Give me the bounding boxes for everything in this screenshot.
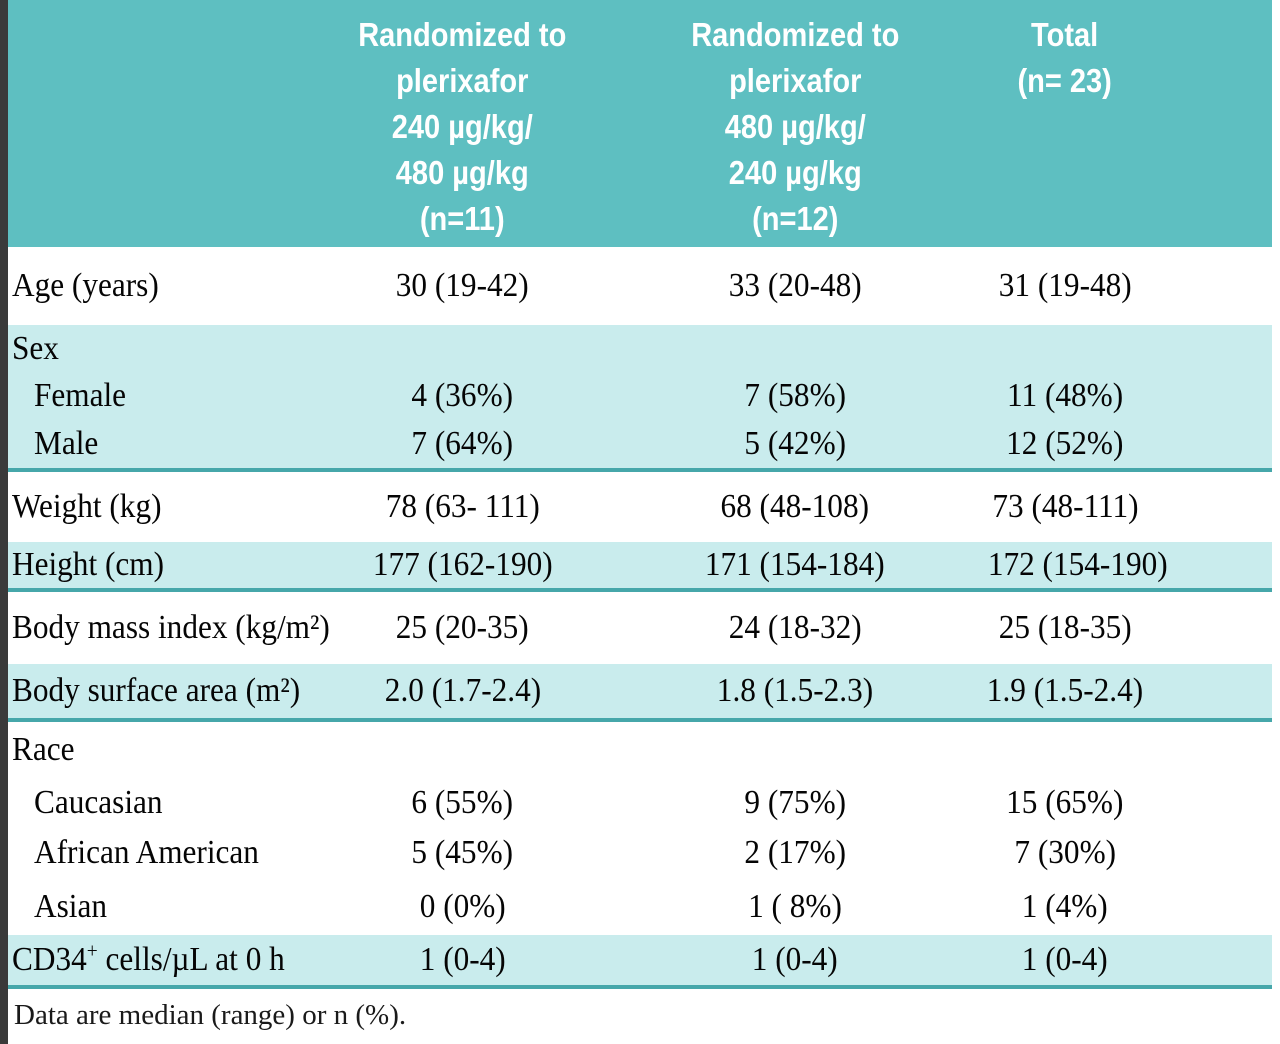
cell-value: 0 (0%)	[419, 887, 506, 925]
cell-value: 7 (58%)	[744, 377, 846, 414]
row-asian-label: Asian	[34, 887, 107, 925]
race-section: Race Caucasian 6 (55%) 9 (75%) 15 (65%) …	[8, 722, 1272, 935]
row-age: Age (years) 30 (19-42) 33 (20-48) 31 (19…	[8, 247, 1272, 325]
bsa-section: Body surface area (m²) 2.0 (1.7-2.4) 1.8…	[8, 664, 1272, 722]
cell-value: 172 (154-190)	[987, 546, 1168, 583]
cell-value: 7 (64%)	[411, 425, 514, 462]
cell-value: 2 (17%)	[744, 834, 846, 871]
row-bsa: Body surface area (m²) 2.0 (1.7-2.4) 1.8…	[8, 664, 1272, 718]
row-label: Race	[8, 731, 315, 769]
cell-value: 15 (65%)	[1006, 784, 1124, 821]
row-bmi: Body mass index (kg/m²) 25 (20-35) 24 (1…	[8, 592, 1272, 664]
cell-value: 4 (36%)	[411, 377, 514, 414]
row-label: Height (cm)	[8, 546, 315, 584]
header-col-arm2: Randomized to plerixafor 480 µg/kg/ 240 …	[610, 12, 980, 242]
row-race-label: Race	[12, 731, 75, 768]
row-female-label: Female	[34, 377, 127, 414]
row-label: Caucasian	[8, 784, 315, 822]
cell-value: 78 (63- 111)	[385, 488, 540, 525]
cell-value: 1.8 (1.5-2.3)	[716, 672, 874, 709]
cell-value: 25 (18-35)	[998, 609, 1132, 646]
row-label: Sex	[8, 330, 315, 368]
cell-value: 12 (52%)	[1006, 425, 1124, 462]
row-caucasian-label: Caucasian	[34, 784, 163, 821]
cell-value: 1 (4%)	[1022, 887, 1108, 925]
cell-value: 33 (20-48)	[728, 267, 862, 304]
row-asian: Asian 0 (0%) 1 ( 8%) 1 (4%)	[8, 878, 1272, 935]
row-age-label: Age (years)	[12, 267, 159, 304]
header-col-total-label: Total (n= 23)	[1017, 16, 1113, 99]
table-footnote: Data are median (range) or n (%).	[14, 999, 407, 1031]
cell-value: 73 (48-111)	[991, 488, 1139, 525]
row-label: Female	[8, 377, 315, 415]
row-male-label: Male	[34, 425, 99, 462]
cell-value: 6 (55%)	[411, 784, 514, 821]
cell-value: 11 (48%)	[1006, 377, 1124, 414]
row-weight-label: Weight (kg)	[12, 488, 162, 525]
header-col-total: Total (n= 23)	[980, 12, 1150, 104]
row-label: Age (years)	[8, 267, 315, 305]
cell-value: 25 (20-35)	[396, 609, 529, 646]
row-label: Weight (kg)	[8, 488, 315, 526]
row-bsa-label: Body surface area (m²)	[12, 672, 301, 709]
row-male: Male 7 (64%) 5 (42%) 12 (52%)	[8, 420, 1272, 468]
cell-value: 24 (18-32)	[728, 609, 862, 646]
row-label: CD34+ cells/µL at 0 h	[8, 938, 315, 979]
cell-value: 1 (0-4)	[1022, 941, 1108, 978]
cell-value: 171 (154-184)	[705, 546, 885, 583]
row-height-label: Height (cm)	[12, 546, 165, 583]
row-height: Height (cm) 177 (162-190) 171 (154-184) …	[8, 542, 1272, 588]
cell-value: 1.9 (1.5-2.4)	[986, 672, 1144, 709]
row-female: Female 4 (36%) 7 (58%) 11 (48%)	[8, 372, 1272, 420]
cell-value: 1 (0-4)	[752, 941, 838, 978]
height-section: Height (cm) 177 (162-190) 171 (154-184) …	[8, 542, 1272, 592]
cell-value: 177 (162-190)	[372, 546, 553, 583]
cell-value: 1 ( 8%)	[748, 887, 842, 925]
row-sex: Sex	[8, 325, 1272, 372]
header-col-arm1-label: Randomized to plerixafor 240 µg/kg/ 480 …	[358, 16, 567, 237]
header-col-arm1: Randomized to plerixafor 240 µg/kg/ 480 …	[315, 12, 610, 242]
row-bmi-label: Body mass index (kg/m²)	[12, 609, 330, 646]
cell-value: 31 (19-48)	[998, 267, 1132, 304]
cell-value: 5 (45%)	[411, 834, 514, 871]
row-label: African American	[8, 834, 315, 872]
superscript-plus: +	[86, 938, 98, 963]
cell-value: 30 (19-42)	[396, 267, 529, 304]
row-label: Asian	[8, 888, 315, 926]
cd34-section: CD34+ cells/µL at 0 h 1 (0-4) 1 (0-4) 1 …	[8, 935, 1272, 989]
cell-value: 5 (42%)	[744, 425, 846, 462]
table-header-row: Randomized to plerixafor 240 µg/kg/ 480 …	[8, 0, 1272, 247]
sex-section: Sex Female 4 (36%) 7 (58%) 11 (48%) Male…	[8, 325, 1272, 472]
row-label: Male	[8, 425, 315, 463]
row-race: Race	[8, 722, 1272, 778]
row-cd34: CD34+ cells/µL at 0 h 1 (0-4) 1 (0-4) 1 …	[8, 935, 1272, 985]
cell-value: 68 (48-108)	[720, 488, 870, 525]
row-caucasian: Caucasian 6 (55%) 9 (75%) 15 (65%)	[8, 778, 1272, 828]
row-weight: Weight (kg) 78 (63- 111) 68 (48-108) 73 …	[8, 472, 1272, 542]
cell-value: 1 (0-4)	[419, 941, 506, 978]
row-sex-label: Sex	[12, 329, 59, 367]
header-col-arm2-label: Randomized to plerixafor 480 µg/kg/ 240 …	[690, 16, 900, 237]
cell-value: 2.0 (1.7-2.4)	[384, 672, 541, 709]
cell-value: 7 (30%)	[1014, 834, 1116, 871]
row-label: Body mass index (kg/m²)	[8, 609, 330, 647]
row-african-american-label: African American	[34, 834, 259, 871]
row-label: Body surface area (m²)	[8, 672, 315, 710]
row-african-american: African American 5 (45%) 2 (17%) 7 (30%)	[8, 828, 1272, 878]
cell-value: 9 (75%)	[744, 784, 846, 821]
row-cd34-label: CD34+ cells/µL at 0 h	[12, 938, 285, 978]
